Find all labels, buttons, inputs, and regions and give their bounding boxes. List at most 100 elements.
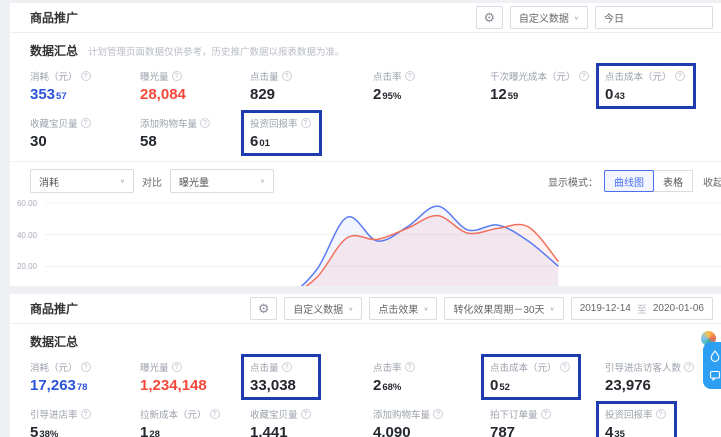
info-icon[interactable]: ? [80,118,91,128]
trend-chart-plot[interactable] [45,201,721,286]
toolbar: ⚙ 自定义数据 ∨ 今日 [475,6,713,29]
metric-card: 投资回报率 ? 6 01 [241,110,321,156]
metric-card: 引导进店访客人数 ? 23,976 [605,360,695,394]
metrics-row-2: 引导进店率 ? 5 38% 拉新成本（元） ? 1 28 收藏宝贝量 ? 1,4… [10,401,721,437]
metric-value: 30 [30,133,47,150]
trend-line [305,214,559,286]
metric2-select[interactable]: 曝光量 ∨ [170,169,274,193]
trend-line [300,205,559,286]
metric-card: 曝光量 ? 1,234,148 [140,360,207,393]
collapse-trend-button[interactable]: 收起趋势 ^ [703,177,721,189]
mode-table-button[interactable]: 表格 [653,170,693,192]
settings-gear-button[interactable]: ⚙ [250,297,278,320]
metric-value: 1,441 [250,424,288,437]
info-icon[interactable]: ? [171,362,182,372]
chevron-down-icon: ∨ [119,178,125,184]
y-tick-label: 40.00 [16,230,37,240]
metric-value-decimal: 28 [149,429,160,437]
panel-header: 商品推广 ⚙ 自定义数据 ∨ 点击效果 ∨ 转化效果周期－30天 ∨ [10,294,721,324]
info-icon[interactable]: ? [300,409,311,419]
y-tick-label: 60.00 [16,199,37,208]
effect-type-dropdown[interactable]: 点击效果 ∨ [369,297,438,320]
conversion-period-dropdown[interactable]: 转化效果周期－30天 ∨ [444,297,564,320]
chat-icon[interactable] [709,369,721,382]
section-description: 计划管理页面数据仅供参考，历史推广数据以报表数据为准。 [88,47,345,58]
info-icon[interactable]: ? [559,362,570,372]
metric-value-decimal: 59 [507,91,519,102]
metric-card: 引导进店率 ? 5 38% [30,407,91,437]
date-start: 2019-12-14 [579,303,631,314]
info-icon[interactable]: ? [300,118,311,128]
metric-value: 23,976 [605,377,651,394]
metric-value-decimal: 35 [614,429,625,437]
info-icon[interactable]: ? [281,71,292,81]
metric-card: 添加购物车量 ? 4,090 [373,407,444,437]
compare-label: 对比 [142,177,162,189]
info-icon[interactable]: ? [200,118,211,128]
settings-gear-button[interactable]: ⚙ [475,6,503,29]
metric-card: 消耗（元） ? 353 57 [30,69,91,102]
metric-label: 投资回报率 [250,119,298,130]
metric-value: 33,038 [250,377,296,394]
metric-card: 千次曝光成本（元） ? 12 59 [490,69,589,102]
info-icon[interactable]: ? [171,71,182,81]
summary-section-header: 数据汇总 [10,324,721,350]
date-separator: 至 [636,305,647,316]
metric-value: 58 [140,133,157,150]
metric1-select[interactable]: 消耗 ∨ [30,169,134,193]
summary-section-header: 数据汇总 计划管理页面数据仅供参考，历史推广数据以报表数据为准。 [10,33,721,59]
date-end: 2020-01-06 [652,303,704,314]
customize-data-dropdown[interactable]: 自定义数据 ∨ [509,6,588,29]
date-range-picker[interactable]: 2019-12-14 至 2020-01-06 [570,297,713,320]
metrics-row-1: 消耗（元） ? 353 57 曝光量 ? 28,084 点击量 ? 829 点击… [10,63,721,109]
info-icon[interactable]: ? [80,409,91,419]
metric-card: 拍下订单量 ? 787 [490,407,551,437]
metric-card: 消耗（元） ? 17,263 78 [30,360,91,393]
metric-value: 1 [140,424,149,437]
page-title: 商品推广 [30,302,79,316]
metric-value: 787 [490,424,516,437]
info-icon[interactable]: ? [684,362,695,372]
info-icon[interactable]: ? [281,362,292,372]
panel-campaign-daterange: 商品推广 ⚙ 自定义数据 ∨ 点击效果 ∨ 转化效果周期－30天 ∨ [10,294,721,437]
section-title: 数据汇总 [30,335,79,349]
info-icon[interactable]: ? [540,409,551,419]
metric-value-decimal: 38% [39,429,59,437]
info-icon[interactable]: ? [433,409,444,419]
chart-controls: 消耗 ∨ 对比 曝光量 ∨ 显示模式： 曲线图 表格 收起趋势 ^ [10,161,721,193]
metric-label: 收藏宝贝量 [30,119,78,130]
metric-value: 1,234,148 [140,377,207,394]
metric-label: 添加购物车量 [140,119,198,130]
info-icon[interactable]: ? [80,362,91,372]
metric-card: 添加购物车量 ? 58 [140,116,211,150]
metric-card: 点击量 ? 33,038 [241,354,321,400]
metric-value-decimal: 95% [382,91,402,102]
mode-curve-button[interactable]: 曲线图 [604,170,654,192]
info-icon[interactable]: ? [578,71,589,81]
customize-data-dropdown[interactable]: 自定义数据 ∨ [284,297,363,320]
info-icon[interactable]: ? [80,71,91,81]
trend-area [301,206,559,286]
panel-header: 商品推广 ⚙ 自定义数据 ∨ 今日 [10,3,721,33]
metric-value: 4 [605,424,614,437]
metric-label: 拉新成本（元） [140,410,207,421]
info-icon[interactable]: ? [404,71,415,81]
metric-card: 收藏宝贝量 ? 30 [30,116,91,149]
info-icon[interactable]: ? [674,71,685,81]
info-icon[interactable]: ? [404,362,415,372]
date-picker[interactable]: 今日 [595,6,713,29]
info-icon[interactable]: ? [655,409,666,419]
metric-label: 曝光量 [140,72,169,83]
metric-value: 17,263 [30,377,76,394]
floating-helper-widget[interactable] [703,342,721,389]
metric-value: 4,090 [373,424,411,437]
metric-value-decimal: 43 [614,91,625,102]
panel-campaign-today: 商品推广 ⚙ 自定义数据 ∨ 今日 数据汇总 计划管理页面数据仅供参考，历史推广… [10,3,721,286]
droplet-icon[interactable] [709,349,721,362]
info-icon[interactable]: ? [209,409,220,419]
metric-label: 千次曝光成本（元） [490,72,576,83]
metric-card: 曝光量 ? 28,084 [140,69,200,102]
metric-card: 收藏宝贝量 ? 1,441 [250,407,311,437]
